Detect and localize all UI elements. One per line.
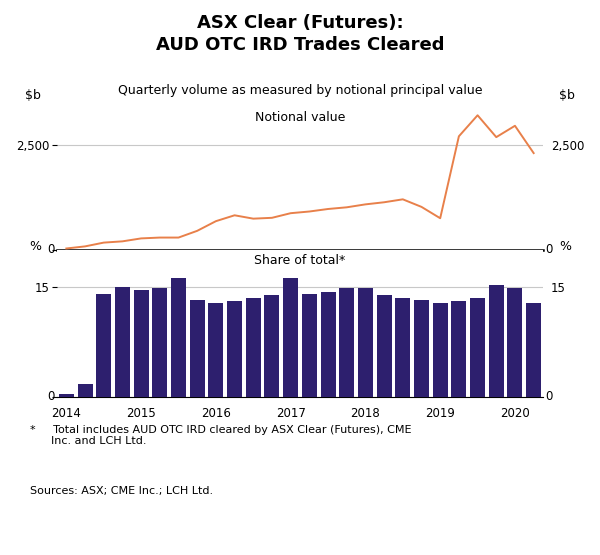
Text: %: % [559,240,571,253]
Bar [208,302,223,397]
Bar [246,297,261,397]
Text: 0: 0 [47,390,55,403]
Bar [152,288,167,397]
Text: ASX Clear (Futures):
AUD OTC IRD Trades Cleared: ASX Clear (Futures): AUD OTC IRD Trades … [156,14,444,54]
Text: 0: 0 [545,390,553,403]
Bar [451,301,466,397]
Bar [414,300,429,397]
Text: $b: $b [25,89,41,102]
Bar [377,295,392,397]
Text: 0: 0 [47,243,55,256]
Bar [190,300,205,397]
Bar [134,290,149,397]
Bar [320,292,335,397]
Bar [508,288,523,397]
Bar [470,297,485,397]
Text: Notional value: Notional value [255,112,345,124]
Text: Sources: ASX; CME Inc.; LCH Ltd.: Sources: ASX; CME Inc.; LCH Ltd. [30,486,213,496]
Text: %: % [29,240,41,253]
Bar [489,285,504,397]
Bar [358,288,373,397]
Text: *     Total includes AUD OTC IRD cleared by ASX Clear (Futures), CME
      Inc. : * Total includes AUD OTC IRD cleared by … [30,425,412,446]
Bar [526,302,541,397]
Bar [395,297,410,397]
Text: Quarterly volume as measured by notional principal value: Quarterly volume as measured by notional… [118,84,482,97]
Bar [171,278,186,397]
Bar [59,394,74,397]
Text: $b: $b [559,89,575,102]
Bar [115,286,130,397]
Text: Share of total*: Share of total* [254,254,346,267]
Bar [96,294,111,397]
Bar [283,279,298,397]
Bar [339,288,354,397]
Text: 0: 0 [545,243,553,256]
Bar [227,301,242,397]
Bar [433,302,448,397]
Bar [302,294,317,397]
Bar [77,384,92,397]
Bar [265,295,280,397]
